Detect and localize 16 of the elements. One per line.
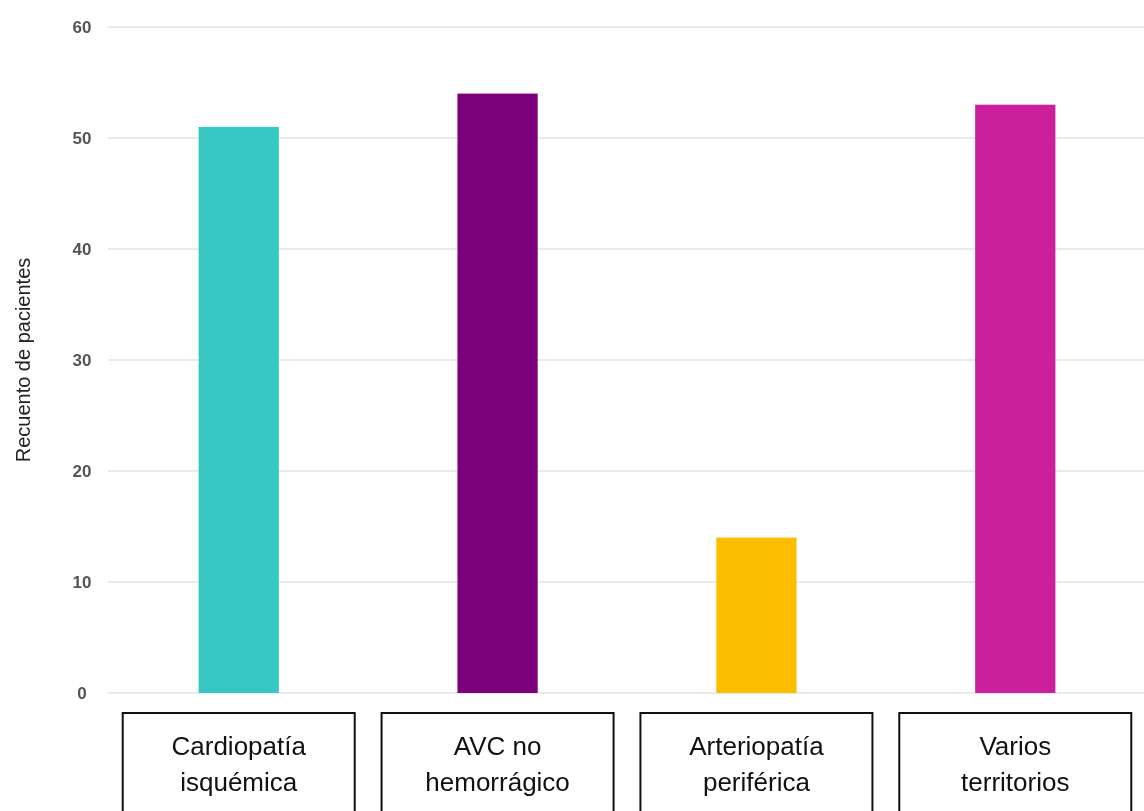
x-tick-label: Arteriopatía periférica — [689, 731, 825, 797]
bar — [716, 537, 797, 693]
y-tick-label: 20 — [72, 461, 92, 481]
bar — [198, 126, 279, 693]
bar — [457, 93, 538, 693]
y-tick-label: 30 — [72, 350, 92, 370]
x-tick-label: Cardiopatía isquémica — [171, 731, 307, 797]
y-tick-label: 10 — [72, 572, 92, 592]
y-axis-title: Recuento de pacientes — [12, 257, 34, 463]
y-tick-label: 0 — [77, 683, 87, 703]
y-tick-label: 40 — [72, 239, 92, 259]
x-tick-label: AVC no hemorrágico — [425, 731, 570, 797]
x-tick-label: Varios territorios — [961, 731, 1070, 797]
y-tick-label: 50 — [72, 128, 92, 148]
y-tick-label: 60 — [72, 17, 92, 37]
bar — [975, 104, 1056, 693]
